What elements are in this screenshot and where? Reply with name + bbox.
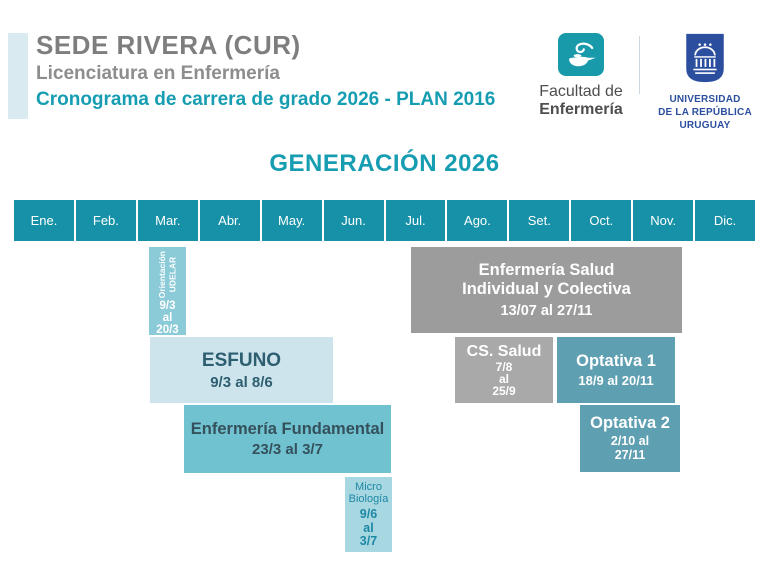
course-block-enfermeria-salud: Enfermería Salud Individual y Colectiva …	[411, 247, 682, 333]
course-block-enfermeria-fundamental: Enfermería Fundamental 23/3 al 3/7	[184, 405, 391, 473]
university-logo-text: UNIVERSIDAD DE LA REPÚBLICA URUGUAY	[653, 93, 757, 132]
generation-title: GENERACIÓN 2026	[269, 150, 500, 177]
month-cell-dic: Dic.	[695, 200, 756, 241]
university-logo: UNIVERSIDAD DE LA REPÚBLICA URUGUAY	[653, 33, 757, 132]
course-title: Enfermería Salud Individual y Colectiva	[462, 260, 631, 298]
course-title: CS. Salud	[466, 342, 542, 360]
month-cell-feb: Feb.	[75, 200, 136, 241]
course-block-orientacion-udelar: Orientación UDELAR 9/3 al 20/3	[149, 247, 186, 337]
course-block-optativa-2: Optativa 2 2/10 al 27/11	[580, 405, 680, 472]
university-shield-icon	[686, 33, 724, 83]
month-cell-nov: Nov.	[633, 200, 694, 241]
course-title: Optativa 1	[576, 352, 656, 370]
course-title: Orientación UDELAR	[156, 251, 178, 299]
month-cell-set: Set.	[509, 200, 570, 241]
course-dates: 2/10 al 27/11	[610, 434, 650, 462]
course-dates: 9/3 al 20/3	[156, 300, 179, 337]
course-title: Enfermería Fundamental	[190, 420, 385, 438]
month-cell-may: May.	[261, 200, 322, 241]
accent-bar	[8, 33, 28, 119]
faculty-logo-line2: Enfermería	[539, 100, 623, 118]
month-cell-abr: Abr.	[199, 200, 260, 241]
page-title: SEDE RIVERA (CUR)	[36, 30, 301, 60]
course-block-micro-biologia: Micro Biología 9/6 al 3/7	[345, 477, 392, 552]
course-dates: 18/9 al 20/11	[578, 373, 654, 388]
course-block-esfuno: ESFUNO 9/3 al 8/6	[150, 337, 333, 403]
course-dates: 23/3 al 3/7	[252, 441, 323, 458]
faculty-logo-text: Facultad de Enfermería	[531, 83, 631, 119]
page-tagline: Cronograma de carrera de grado 2026 - PL…	[36, 89, 496, 110]
page-subtitle: Licenciatura en Enfermería	[36, 63, 280, 84]
header-titles: SEDE RIVERA (CUR) Licenciatura en Enferm…	[36, 30, 495, 112]
month-cell-oct: Oct.	[571, 200, 632, 241]
course-dates: 13/07 al 27/11	[500, 303, 593, 320]
university-logo-line2: DE LA REPÚBLICA	[658, 107, 752, 118]
course-title: ESFUNO	[201, 349, 282, 371]
faculty-logo-line1: Facultad de	[539, 83, 623, 100]
course-title: Micro Biología	[348, 481, 389, 506]
course-block-cs-salud: CS. Salud 7/8 al 25/9	[455, 337, 553, 403]
logo-divider	[639, 36, 640, 94]
course-dates: 7/8 al 25/9	[492, 359, 516, 399]
course-dates: 9/3 al 8/6	[210, 373, 273, 391]
faculty-logo: Facultad de Enfermería	[531, 33, 631, 119]
month-cell-jun: Jun.	[323, 200, 384, 241]
month-header-row: Ene. Feb. Mar. Abr. May. Jun. Jul. Ago. …	[14, 200, 756, 241]
course-title: Optativa 2	[590, 414, 670, 433]
course-block-optativa-1: Optativa 1 18/9 al 20/11	[557, 337, 675, 403]
university-logo-line3: URUGUAY	[679, 120, 731, 131]
month-cell-ene: Ene.	[14, 200, 74, 241]
university-logo-line1: UNIVERSIDAD	[669, 94, 741, 105]
course-dates: 9/6 al 3/7	[359, 507, 378, 548]
month-cell-ago: Ago.	[447, 200, 508, 241]
month-cell-mar: Mar.	[137, 200, 198, 241]
nurse-lamp-icon	[558, 33, 604, 76]
month-cell-jul: Jul.	[385, 200, 446, 241]
